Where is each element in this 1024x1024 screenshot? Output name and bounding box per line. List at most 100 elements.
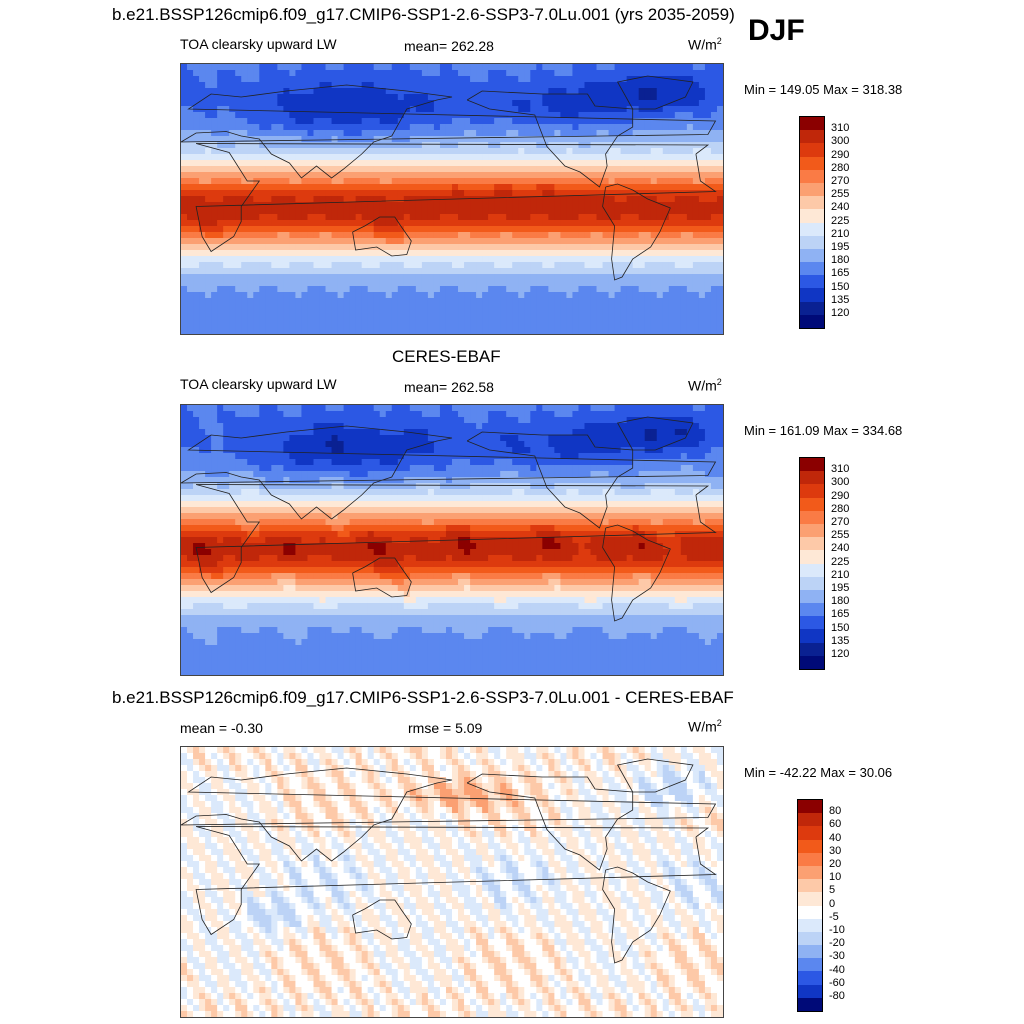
map-cell: [409, 238, 417, 245]
map-cell: [626, 274, 634, 281]
map-cell: [235, 112, 242, 119]
map-cell: [668, 64, 676, 71]
map-cell: [415, 435, 423, 442]
map-cell: [247, 423, 254, 430]
map-cell: [433, 88, 441, 95]
map-cell: [439, 100, 447, 107]
map-cell: [530, 429, 537, 436]
map-cell: [241, 124, 248, 131]
map-cell: [187, 435, 194, 442]
map-cell: [307, 142, 315, 149]
map-cell: [536, 100, 543, 107]
map-cell: [620, 220, 628, 227]
map-cell: [704, 184, 712, 191]
map-cell: [355, 417, 363, 424]
map-cell: [626, 178, 634, 185]
map-cell: [710, 262, 718, 269]
map-cell: [650, 441, 658, 448]
colorbar-tick-label: 165: [831, 267, 850, 280]
map-cell: [620, 136, 628, 143]
map-cell: [301, 298, 309, 305]
map-cell: [560, 130, 568, 137]
map-cell: [361, 226, 369, 233]
map-cell: [433, 76, 441, 83]
map-cell: [512, 268, 519, 275]
map-cell: [349, 256, 357, 263]
map-cell: [229, 274, 236, 281]
map-cell: [644, 232, 652, 239]
map-cell: [662, 429, 670, 436]
map-cell: [247, 405, 254, 412]
map-cell: [710, 441, 718, 448]
map-cell: [187, 184, 194, 191]
map-cell: [193, 262, 200, 269]
panel1-units: W/m2: [688, 36, 722, 53]
map-cell: [572, 441, 580, 448]
map-cell: [644, 178, 652, 185]
map-cell: [644, 322, 652, 329]
map-cell: [337, 328, 345, 334]
map-cell: [602, 405, 610, 412]
map-cell: [566, 196, 574, 203]
map-cell: [379, 453, 387, 460]
map-cell: [542, 274, 549, 281]
map-cell: [602, 268, 610, 275]
map-cell: [253, 106, 260, 113]
map-cell: [698, 70, 706, 77]
colorbar-tick-label: 225: [831, 214, 850, 227]
map-cell: [518, 154, 525, 161]
map-cell: [524, 130, 531, 137]
map-cell: [674, 435, 682, 442]
map-cell: [698, 310, 706, 317]
map-cell: [686, 280, 694, 287]
map-cell: [259, 70, 266, 77]
map-cell: [301, 304, 309, 311]
map-cell: [470, 106, 477, 113]
map-cell: [476, 226, 483, 233]
map-cell: [680, 453, 688, 460]
map-cell: [716, 310, 723, 317]
map-cell: [566, 142, 574, 149]
map-cell: [644, 94, 652, 101]
map-cell: [644, 453, 652, 460]
map-cell: [253, 100, 260, 107]
map-cell: [542, 208, 549, 215]
map-cell: [415, 124, 423, 131]
map-cell: [638, 435, 646, 442]
map-cell: [626, 429, 634, 436]
map-cell: [235, 441, 242, 448]
map-cell: [265, 178, 272, 185]
map-cell: [325, 250, 333, 257]
map-cell: [464, 220, 471, 227]
map-cell: [391, 160, 399, 167]
map-cell: [548, 429, 555, 436]
map-cell: [181, 322, 188, 329]
map-cell: [458, 142, 465, 149]
map-cell: [439, 286, 447, 293]
map-cell: [211, 76, 218, 83]
map-cell: [433, 262, 441, 269]
map-cell: [710, 232, 718, 239]
map-cell: [638, 88, 646, 95]
map-cell: [674, 160, 682, 167]
map-cell: [367, 202, 375, 209]
map-cell: [307, 262, 315, 269]
map-cell: [355, 286, 363, 293]
map-cell: [379, 304, 387, 311]
map-cell: [241, 322, 248, 329]
map-cell: [614, 82, 622, 89]
map-cell: [638, 136, 646, 143]
map-cell: [277, 154, 284, 161]
map-cell: [283, 322, 290, 329]
map-cell: [301, 310, 309, 317]
map-cell: [205, 130, 212, 137]
map-cell: [289, 76, 297, 83]
map-cell: [596, 250, 604, 257]
map-cell: [187, 178, 194, 185]
map-cell: [488, 298, 495, 305]
map-cell: [578, 166, 586, 173]
map-cell: [500, 286, 507, 293]
map-cell: [590, 250, 598, 257]
map-cell: [668, 447, 676, 454]
map-cell: [301, 166, 309, 173]
